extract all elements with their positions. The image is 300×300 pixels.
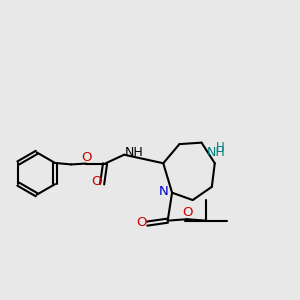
Text: O: O [182,206,193,219]
Text: N: N [159,185,169,198]
Text: NH: NH [125,146,144,159]
Text: O: O [136,216,147,229]
Text: O: O [92,175,102,188]
Text: NH: NH [207,146,226,159]
Text: H: H [216,141,224,154]
Text: O: O [81,151,92,164]
